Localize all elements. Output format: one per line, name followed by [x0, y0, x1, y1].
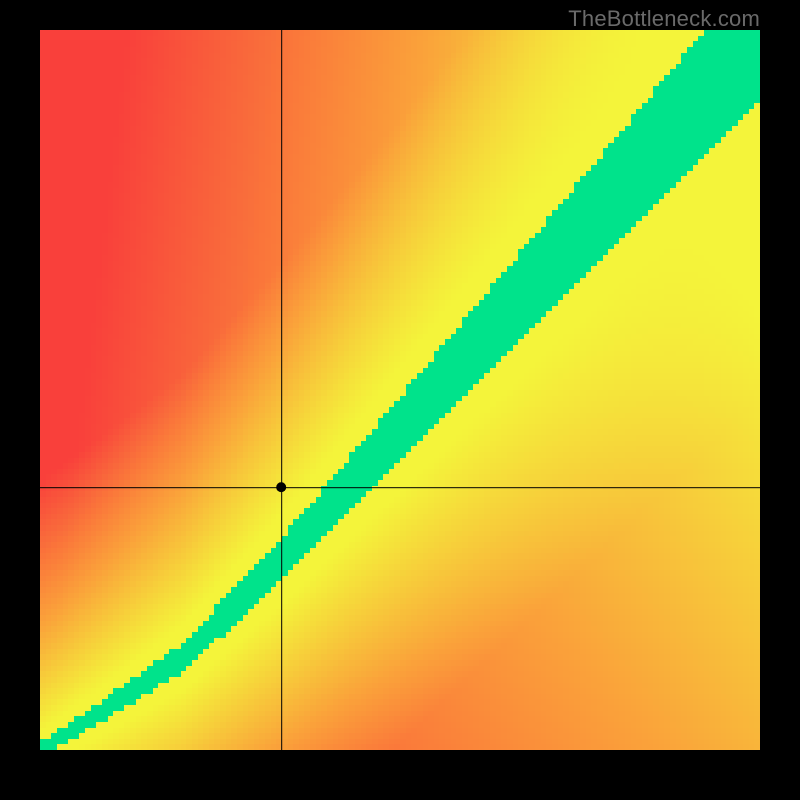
heatmap-plot — [40, 30, 760, 750]
watermark-text: TheBottleneck.com — [568, 6, 760, 32]
heatmap-canvas — [40, 30, 760, 750]
